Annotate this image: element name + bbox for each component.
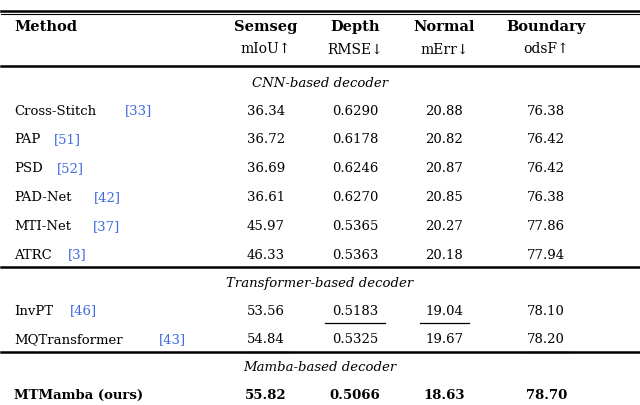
Text: 46.33: 46.33 <box>247 249 285 262</box>
Text: MTI-Net: MTI-Net <box>14 220 71 233</box>
Text: ATRC: ATRC <box>14 249 52 262</box>
Text: [33]: [33] <box>125 104 152 117</box>
Text: CNN-based decoder: CNN-based decoder <box>252 77 388 90</box>
Text: 19.67: 19.67 <box>425 333 463 346</box>
Text: 76.38: 76.38 <box>527 191 565 204</box>
Text: 19.04: 19.04 <box>426 305 463 318</box>
Text: 0.5066: 0.5066 <box>330 389 380 403</box>
Text: odsF↑: odsF↑ <box>524 43 569 56</box>
Text: 20.87: 20.87 <box>426 162 463 175</box>
Text: 0.5183: 0.5183 <box>332 305 378 318</box>
Text: mErr↓: mErr↓ <box>420 43 468 56</box>
Text: MTMamba (ours): MTMamba (ours) <box>14 389 143 403</box>
Text: [3]: [3] <box>68 249 87 262</box>
Text: [43]: [43] <box>159 333 186 346</box>
Text: 0.6246: 0.6246 <box>332 162 378 175</box>
Text: 78.20: 78.20 <box>527 333 565 346</box>
Text: Depth: Depth <box>330 20 380 34</box>
Text: 45.97: 45.97 <box>247 220 285 233</box>
Text: 78.70: 78.70 <box>525 389 567 403</box>
Text: 0.5363: 0.5363 <box>332 249 378 262</box>
Text: RMSE↓: RMSE↓ <box>327 43 383 56</box>
Text: [37]: [37] <box>93 220 120 233</box>
Text: Mamba-based decoder: Mamba-based decoder <box>243 361 397 374</box>
Text: PSD: PSD <box>14 162 43 175</box>
Text: [42]: [42] <box>93 191 120 204</box>
Text: InvPT: InvPT <box>14 305 53 318</box>
Text: 20.85: 20.85 <box>426 191 463 204</box>
Text: 0.6178: 0.6178 <box>332 133 378 146</box>
Text: Boundary: Boundary <box>507 20 586 34</box>
Text: PAP: PAP <box>14 133 40 146</box>
Text: 76.42: 76.42 <box>527 162 565 175</box>
Text: 78.10: 78.10 <box>527 305 565 318</box>
Text: MQTransformer: MQTransformer <box>14 333 123 346</box>
Text: 20.82: 20.82 <box>426 133 463 146</box>
Text: mIoU↑: mIoU↑ <box>241 43 291 56</box>
Text: 20.88: 20.88 <box>426 104 463 117</box>
Text: [46]: [46] <box>70 305 97 318</box>
Text: Transformer-based decoder: Transformer-based decoder <box>227 277 413 290</box>
Text: 36.61: 36.61 <box>247 191 285 204</box>
Text: 36.34: 36.34 <box>247 104 285 117</box>
Text: 76.42: 76.42 <box>527 133 565 146</box>
Text: [51]: [51] <box>54 133 81 146</box>
Text: 20.18: 20.18 <box>426 249 463 262</box>
Text: Semseg: Semseg <box>234 20 298 34</box>
Text: 77.86: 77.86 <box>527 220 565 233</box>
Text: Method: Method <box>14 20 77 34</box>
Text: 0.6270: 0.6270 <box>332 191 378 204</box>
Text: PAD-Net: PAD-Net <box>14 191 72 204</box>
Text: 76.38: 76.38 <box>527 104 565 117</box>
Text: 20.27: 20.27 <box>426 220 463 233</box>
Text: 18.63: 18.63 <box>424 389 465 403</box>
Text: 53.56: 53.56 <box>247 305 285 318</box>
Text: 77.94: 77.94 <box>527 249 565 262</box>
Text: 36.69: 36.69 <box>246 162 285 175</box>
Text: Normal: Normal <box>413 20 475 34</box>
Text: 0.6290: 0.6290 <box>332 104 378 117</box>
Text: [52]: [52] <box>56 162 84 175</box>
Text: 55.82: 55.82 <box>245 389 287 403</box>
Text: 0.5325: 0.5325 <box>332 333 378 346</box>
Text: Cross-Stitch: Cross-Stitch <box>14 104 96 117</box>
Text: 36.72: 36.72 <box>247 133 285 146</box>
Text: 0.5365: 0.5365 <box>332 220 378 233</box>
Text: 54.84: 54.84 <box>247 333 285 346</box>
